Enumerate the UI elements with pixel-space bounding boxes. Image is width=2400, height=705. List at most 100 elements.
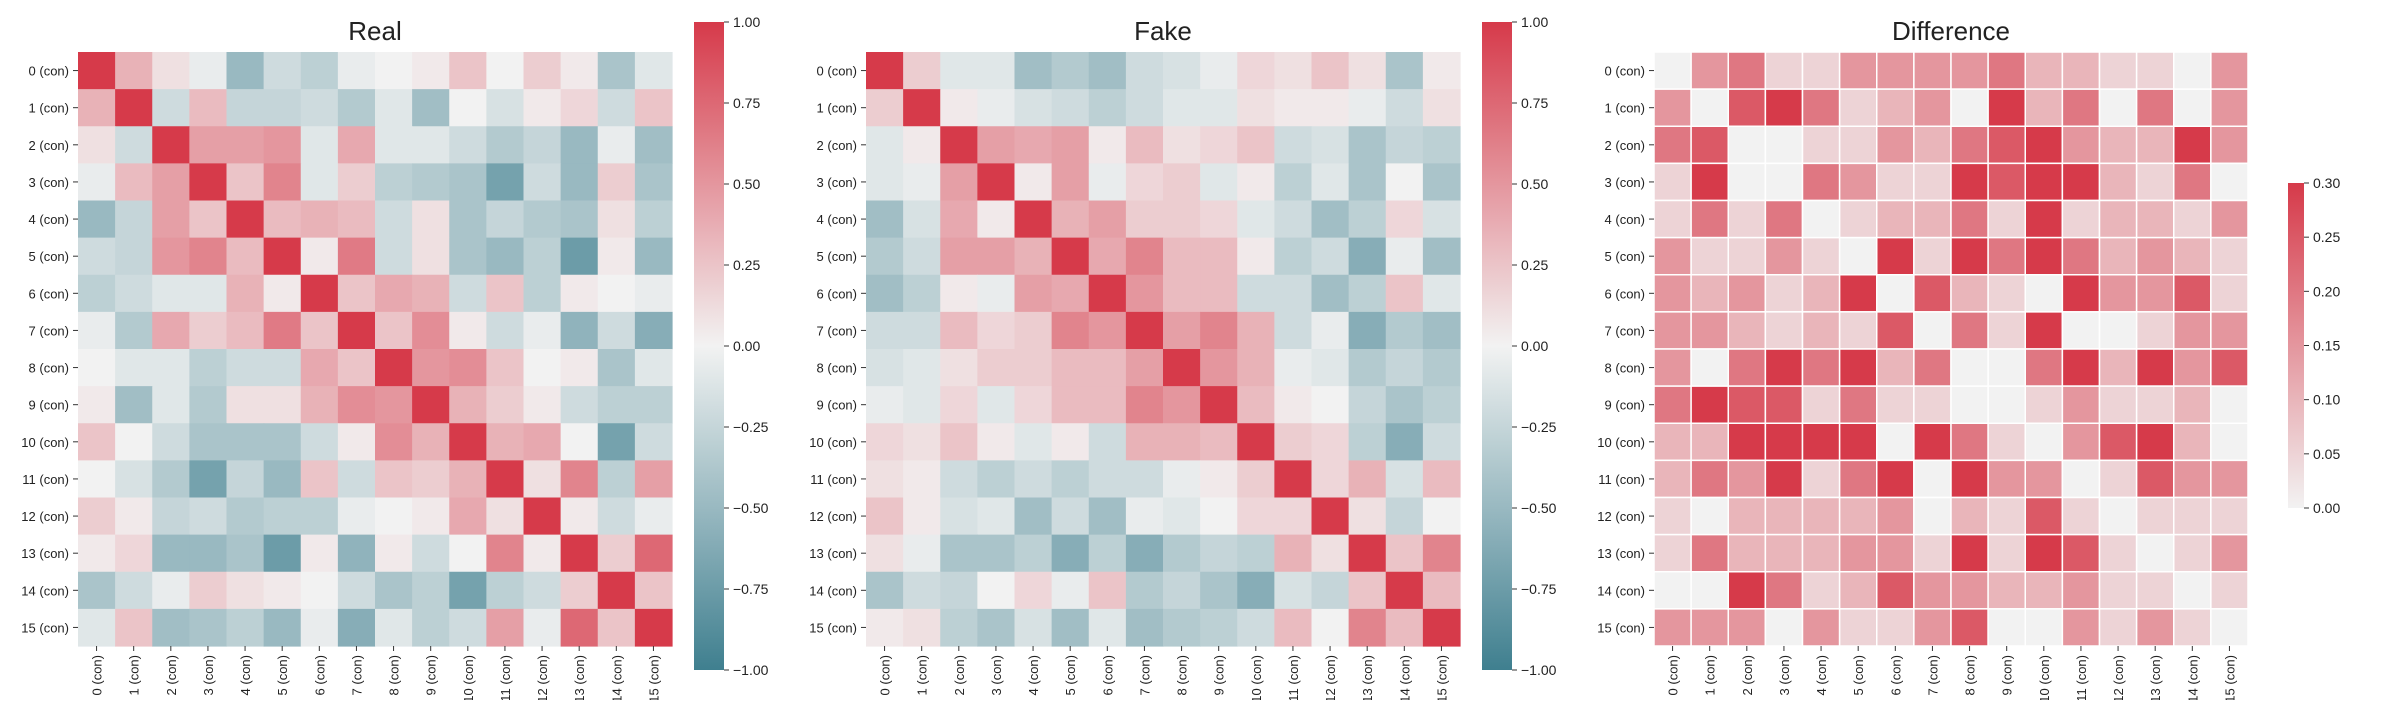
heatmap-cell xyxy=(2173,571,2212,610)
heatmap-cell xyxy=(597,274,636,313)
heatmap-cell xyxy=(560,311,599,350)
heatmap-cell xyxy=(2024,459,2064,499)
heatmap-cell xyxy=(1237,608,1275,647)
heatmap-cell xyxy=(226,200,265,239)
heatmap-cell xyxy=(1348,52,1387,90)
heatmap-cell xyxy=(1088,460,1127,499)
heatmap-cell xyxy=(226,386,265,424)
heatmap-cell xyxy=(560,386,599,424)
heatmap-cell xyxy=(115,311,153,350)
colorbar-tick-label: 0.00 xyxy=(1521,338,1548,354)
y-tick-label: 5 (con) xyxy=(817,249,857,264)
heatmap-cell xyxy=(940,89,978,127)
heatmap-cell xyxy=(1801,125,1841,165)
heatmap-cell xyxy=(1163,163,1201,202)
heatmap-cell xyxy=(486,274,525,313)
x-tick-label: 8 (con) xyxy=(1963,655,1978,695)
heatmap-cell xyxy=(226,571,265,610)
heatmap-cell xyxy=(152,237,190,276)
heatmap-cell xyxy=(1051,89,1090,127)
y-tick-label: 13 (con) xyxy=(21,546,69,561)
heatmap-cell xyxy=(1237,571,1275,610)
heatmap-cell xyxy=(337,89,376,127)
heatmap-cell xyxy=(1913,88,1952,127)
heatmap-cell xyxy=(1163,423,1201,461)
x-tick-label: 5 (con) xyxy=(1851,655,1866,695)
colorbar-tick-label: 0.75 xyxy=(1521,95,1548,111)
heatmap-cell xyxy=(375,497,413,536)
heatmap-cell xyxy=(1422,460,1461,499)
heatmap-cell xyxy=(1690,385,1729,424)
heatmap-cell xyxy=(2024,274,2064,313)
heatmap-cell xyxy=(1422,311,1461,350)
heatmap-cell xyxy=(1051,126,1090,164)
heatmap-cell xyxy=(940,497,978,536)
heatmap-cell xyxy=(866,163,904,202)
heatmap-cell xyxy=(2173,496,2212,536)
heatmap-cell xyxy=(486,423,525,461)
heatmap-cell xyxy=(375,126,413,164)
x-tick-label: 10 (con) xyxy=(1249,655,1264,700)
heatmap-cell xyxy=(449,608,487,647)
heatmap-cell xyxy=(977,608,1016,647)
heatmap-cell xyxy=(78,52,116,90)
heatmap-cell xyxy=(597,460,636,499)
x-tick-label: 14 (con) xyxy=(2185,655,2200,700)
y-tick-label: 6 (con) xyxy=(817,286,857,301)
heatmap-cell xyxy=(412,349,450,387)
y-tick-label: 10 (con) xyxy=(809,435,857,450)
heatmap-cell xyxy=(1163,460,1201,499)
heatmap-cell xyxy=(1987,459,2026,499)
heatmap-cell xyxy=(1690,459,1729,499)
heatmap-cell xyxy=(560,126,599,164)
heatmap-cell xyxy=(189,423,228,461)
heatmap-cell xyxy=(634,497,673,536)
y-tick-label: 15 (con) xyxy=(21,620,69,635)
heatmap-cell xyxy=(634,311,673,350)
y-tick-label: 5 (con) xyxy=(29,249,69,264)
heatmap-cell xyxy=(152,126,190,164)
x-tick-label: 6 (con) xyxy=(1100,655,1115,695)
heatmap-cell xyxy=(634,386,673,424)
heatmap-cell xyxy=(1237,126,1275,164)
heatmap-cell xyxy=(1014,534,1053,573)
heatmap-cell xyxy=(977,460,1016,499)
x-tick-label: 7 (con) xyxy=(1137,655,1152,695)
heatmap-cell xyxy=(1311,423,1350,461)
heatmap-cell xyxy=(634,126,673,164)
heatmap-cell xyxy=(1838,51,1878,90)
heatmap-cell xyxy=(866,423,904,461)
heatmap-cell xyxy=(1125,460,1164,499)
heatmap-cell xyxy=(560,200,599,239)
heatmap-cell xyxy=(1237,423,1275,461)
heatmap-cell xyxy=(1237,163,1275,202)
heatmap-cell xyxy=(634,534,673,573)
heatmap-cell xyxy=(1987,533,2026,573)
difference-heatmap-panel: Difference 0 (con) 1 (con) 2 (con) 3 (con) 4 … xyxy=(1597,16,2340,703)
heatmap-cell xyxy=(1088,237,1127,276)
heatmap-cell xyxy=(449,126,487,164)
heatmap-cell xyxy=(412,200,450,239)
heatmap-cell xyxy=(1274,311,1313,350)
heatmap-cell xyxy=(560,497,599,536)
heatmap-cell xyxy=(1913,348,1952,387)
heatmap-cell xyxy=(1014,237,1053,276)
heatmap-cell xyxy=(1125,534,1164,573)
heatmap-cell xyxy=(375,571,413,610)
heatmap-cell xyxy=(2098,51,2138,90)
heatmap-cell xyxy=(189,386,228,424)
heatmap-cell xyxy=(1727,162,1767,202)
heatmap-cell xyxy=(866,89,904,127)
heatmap-cell xyxy=(152,423,190,461)
heatmap-cell xyxy=(1274,460,1313,499)
x-tick-label: 0 (con) xyxy=(1666,655,1681,695)
heatmap-cell xyxy=(1764,608,1804,647)
heatmap-cell xyxy=(300,311,339,350)
heatmap-cell xyxy=(1348,237,1387,276)
heatmap-cell xyxy=(1088,534,1127,573)
heatmap-cell xyxy=(1950,496,1989,536)
heatmap-cell xyxy=(115,349,153,387)
heatmap-cell xyxy=(2061,533,2101,573)
heatmap-cell xyxy=(560,349,599,387)
